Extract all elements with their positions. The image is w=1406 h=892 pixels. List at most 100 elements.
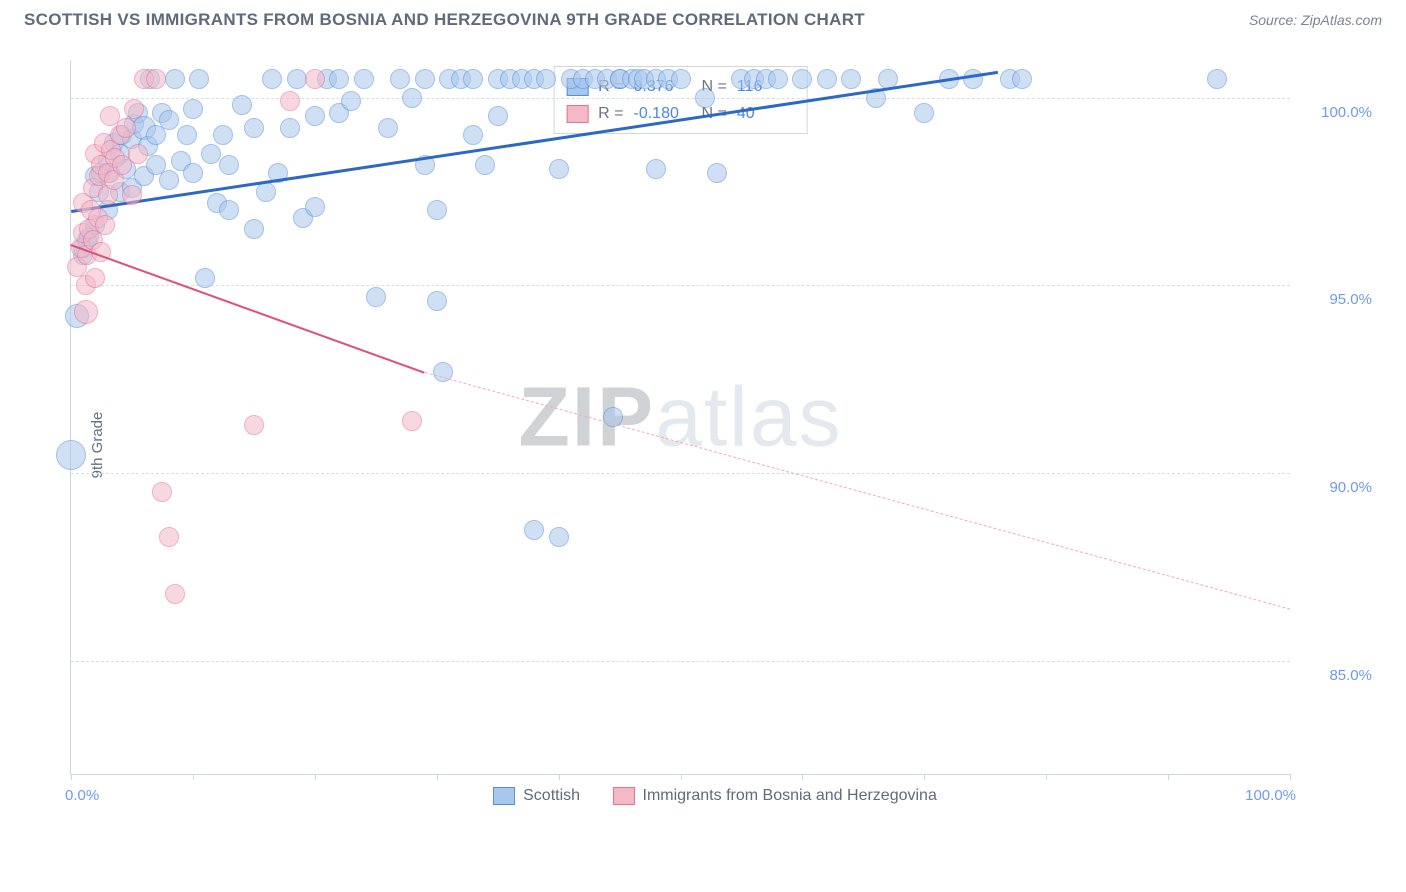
x-tick: [193, 774, 194, 780]
marker-scottish: [305, 106, 325, 126]
marker-scottish: [549, 159, 569, 179]
correlation-chart: 9th Grade ZIPatlas R = 0.376 N = 116 R =…: [50, 60, 1380, 830]
marker-scottish: [415, 69, 435, 89]
x-tick: [437, 774, 438, 780]
marker-bosnia: [95, 215, 115, 235]
legend-item-scottish: Scottish: [493, 787, 580, 805]
marker-bosnia: [165, 584, 185, 604]
x-tick: [315, 774, 316, 780]
marker-scottish: [427, 291, 447, 311]
marker-bosnia: [122, 185, 142, 205]
marker-scottish: [366, 287, 386, 307]
legend-swatch-bosnia: [613, 787, 635, 805]
x-tick: [681, 774, 682, 780]
r-label: R =: [598, 100, 623, 127]
marker-scottish: [524, 520, 544, 540]
marker-scottish: [165, 69, 185, 89]
marker-bosnia: [402, 411, 422, 431]
marker-scottish: [707, 163, 727, 183]
x-tick: [924, 774, 925, 780]
marker-bosnia: [146, 69, 166, 89]
source-attribution: Source: ZipAtlas.com: [1249, 12, 1382, 28]
marker-scottish: [232, 95, 252, 115]
marker-scottish: [287, 69, 307, 89]
marker-bosnia: [152, 482, 172, 502]
marker-scottish: [463, 69, 483, 89]
marker-scottish: [189, 69, 209, 89]
marker-bosnia: [74, 300, 98, 324]
marker-scottish: [244, 219, 264, 239]
marker-scottish: [341, 91, 361, 111]
x-tick: [802, 774, 803, 780]
chart-title: SCOTTISH VS IMMIGRANTS FROM BOSNIA AND H…: [24, 10, 865, 30]
marker-scottish: [671, 69, 691, 89]
marker-scottish: [219, 155, 239, 175]
marker-scottish: [378, 118, 398, 138]
marker-scottish: [841, 69, 861, 89]
marker-scottish: [463, 125, 483, 145]
legend-label-scottish: Scottish: [523, 787, 580, 805]
legend-item-bosnia: Immigrants from Bosnia and Herzegovina: [613, 787, 937, 805]
gridline: [71, 661, 1290, 662]
marker-bosnia: [85, 268, 105, 288]
watermark-light: atlas: [655, 370, 842, 464]
trend-scottish: [71, 71, 998, 213]
marker-scottish: [402, 88, 422, 108]
marker-scottish: [695, 88, 715, 108]
x-tick: [1046, 774, 1047, 780]
y-tick-label: 90.0%: [1297, 479, 1372, 496]
x-tick: [559, 774, 560, 780]
marker-scottish: [390, 69, 410, 89]
trend-bosnia: [70, 244, 424, 374]
marker-scottish: [488, 106, 508, 126]
plot-area: ZIPatlas R = 0.376 N = 116 R = -0.180 N …: [70, 60, 1290, 775]
marker-scottish: [329, 69, 349, 89]
marker-scottish: [549, 527, 569, 547]
gridline: [71, 285, 1290, 286]
marker-scottish: [177, 125, 197, 145]
marker-scottish: [195, 268, 215, 288]
x-tick: [1290, 774, 1291, 780]
marker-scottish: [1207, 69, 1227, 89]
marker-scottish: [305, 197, 325, 217]
marker-scottish: [219, 200, 239, 220]
series-legend: Scottish Immigrants from Bosnia and Herz…: [50, 787, 1380, 810]
marker-scottish: [963, 69, 983, 89]
marker-scottish: [354, 69, 374, 89]
stats-row-bosnia: R = -0.180 N = 40: [566, 100, 795, 127]
marker-bosnia: [305, 69, 325, 89]
marker-scottish: [262, 69, 282, 89]
marker-scottish: [280, 118, 300, 138]
x-tick: [1168, 774, 1169, 780]
marker-bosnia: [128, 144, 148, 164]
marker-bosnia: [124, 99, 144, 119]
gridline: [71, 473, 1290, 474]
x-tick: [71, 774, 72, 780]
marker-bosnia: [280, 91, 300, 111]
y-tick-label: 95.0%: [1297, 291, 1372, 308]
marker-scottish: [914, 103, 934, 123]
marker-scottish: [244, 118, 264, 138]
marker-scottish: [792, 69, 812, 89]
marker-scottish: [159, 170, 179, 190]
marker-scottish: [817, 69, 837, 89]
swatch-bosnia: [566, 105, 588, 123]
y-tick-label: 85.0%: [1297, 667, 1372, 684]
marker-bosnia: [159, 527, 179, 547]
marker-scottish: [646, 159, 666, 179]
marker-scottish: [1012, 69, 1032, 89]
y-tick-label: 100.0%: [1297, 104, 1372, 121]
marker-scottish: [475, 155, 495, 175]
marker-scottish: [536, 69, 556, 89]
marker-bosnia: [244, 415, 264, 435]
marker-scottish: [183, 163, 203, 183]
marker-bosnia: [116, 118, 136, 138]
marker-scottish: [201, 144, 221, 164]
trend-ext-bosnia: [424, 372, 1290, 610]
gridline: [71, 98, 1290, 99]
marker-scottish: [159, 110, 179, 130]
marker-scottish: [213, 125, 233, 145]
watermark: ZIPatlas: [518, 369, 842, 466]
marker-scottish: [56, 440, 86, 470]
legend-label-bosnia: Immigrants from Bosnia and Herzegovina: [643, 787, 937, 805]
